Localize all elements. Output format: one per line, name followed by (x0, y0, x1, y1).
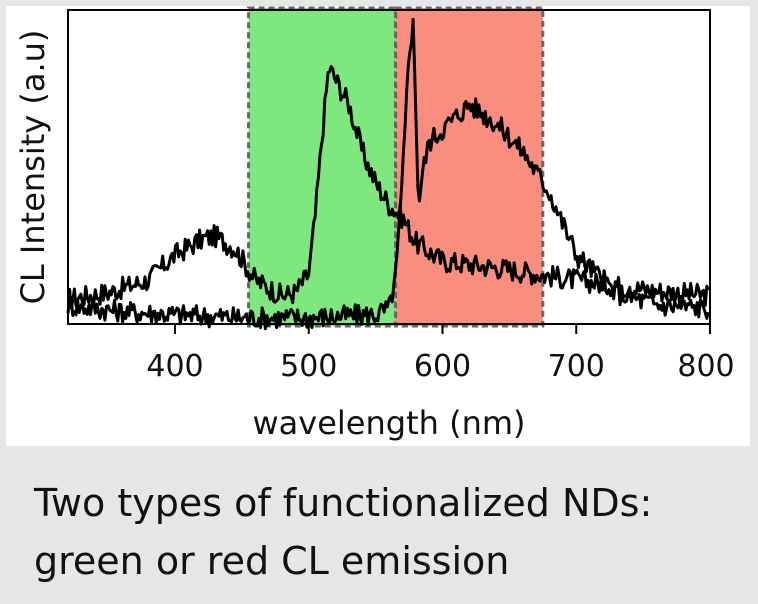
x-tick-label-700: 700 (548, 349, 605, 384)
series-layer (66, 17, 710, 331)
caption: Two types of functionalized NDs: green o… (34, 474, 744, 590)
x-ticks: 400 500 600 700 800 (146, 324, 735, 384)
caption-line-1: Two types of functionalized NDs: (34, 481, 653, 525)
chart-panel: 400 500 600 700 800 wavelength (nm) CL Inten… (6, 6, 750, 446)
series-line-1 (66, 17, 710, 331)
band-0 (247, 6, 398, 328)
x-tick-label-500: 500 (280, 349, 337, 384)
x-tick-label-600: 600 (414, 349, 471, 384)
bands-layer (247, 6, 545, 328)
cl-spectrum-chart: 400 500 600 700 800 wavelength (nm) CL Inten… (14, 6, 735, 442)
caption-line-2: green or red CL emission (34, 539, 510, 583)
band-1 (394, 6, 545, 328)
y-axis-title: CL Intensity (a.u) (14, 30, 52, 305)
x-tick-label-400: 400 (146, 349, 203, 384)
x-tick-label-800: 800 (677, 349, 734, 384)
plot-frame (67, 9, 711, 325)
x-axis-title: wavelength (nm) (253, 404, 526, 442)
